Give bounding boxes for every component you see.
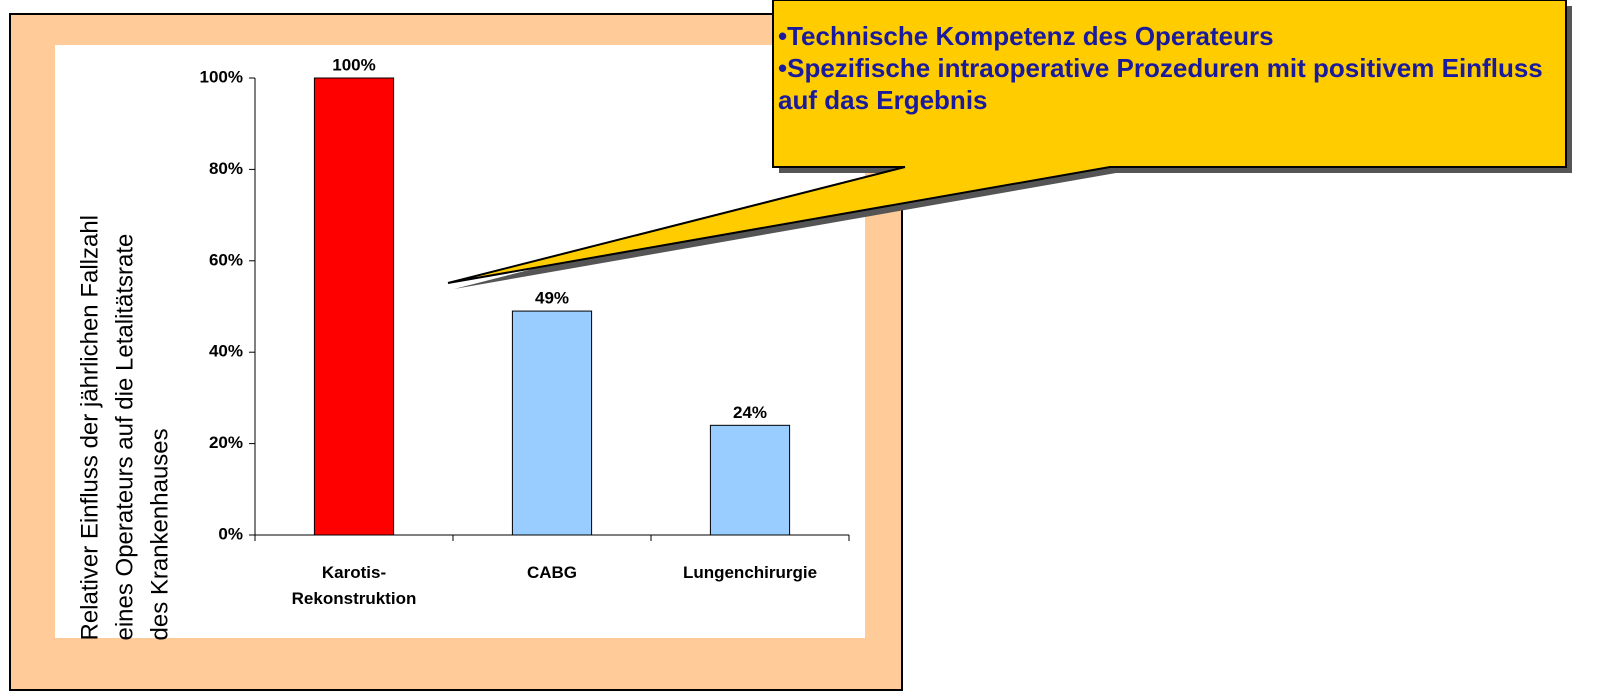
bar [511,310,593,536]
y-tick-label: 0% [218,524,243,543]
x-tick-label: Karotis- Rekonstruktion [291,563,417,608]
plot-background [55,45,865,638]
callout-text: •Technische Kompetenz des Operateurs •Sp… [778,20,1548,116]
x-tick-label: Lungenchirurgie [682,563,818,582]
callout-line: •Technische Kompetenz des Operateurs [778,21,1274,51]
y-tick-label: 60% [209,250,243,269]
value-label: 24% [733,403,767,422]
callout [447,0,1567,284]
bar [313,77,395,536]
value-label: 49% [535,289,569,308]
y-tick-label: 100% [200,67,243,86]
plot: 0% 20% 40% 60% 80% 100% 100% 49% 24% [200,55,850,543]
value-label: 100% [332,55,375,74]
y-tick-label: 20% [209,433,243,452]
callout-line: •Spezifische intraoperative Prozeduren m… [778,53,1543,115]
y-tick-label: 40% [209,342,243,361]
y-tick-label: 80% [209,159,243,178]
x-tick-label: CABG [526,563,578,582]
bar [709,424,791,536]
y-axis-label: Relativer Einfluss der jährlichen Fallza… [76,214,174,641]
